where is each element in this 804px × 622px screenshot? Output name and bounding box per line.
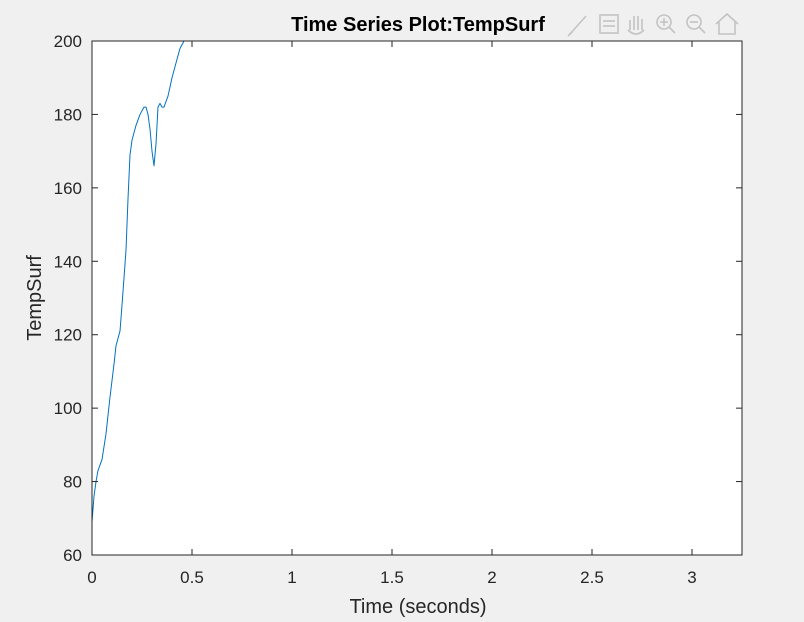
plot-area[interactable] <box>92 41 742 555</box>
x-tick-label: 3 <box>687 568 696 587</box>
y-tick-label: 180 <box>54 105 82 124</box>
brush-icon[interactable] <box>567 15 587 37</box>
x-axis-label: Time (seconds) <box>349 596 486 618</box>
y-axis-label: TempSurf <box>24 255 46 341</box>
chart-title: Time Series Plot:TempSurf <box>291 14 545 36</box>
x-tick-label: 0.5 <box>180 568 204 587</box>
axes-box <box>91 40 743 556</box>
y-tick-label: 160 <box>54 179 82 198</box>
zoom-in-icon[interactable] <box>656 14 676 34</box>
y-tick-label: 80 <box>63 473 82 492</box>
y-tick-label: 140 <box>54 252 82 271</box>
y-axis: 60 80 100 120 140 160 180 200 <box>54 32 742 565</box>
x-tick-label: 0 <box>87 568 96 587</box>
x-tick-label: 2 <box>487 568 496 587</box>
pan-hand-icon[interactable] <box>627 16 645 35</box>
datatip-icon[interactable] <box>599 14 619 34</box>
y-tick-label: 60 <box>63 546 82 565</box>
zoom-out-icon[interactable] <box>686 14 706 34</box>
y-tick-label: 200 <box>54 32 82 51</box>
y-tick-label: 120 <box>54 326 82 345</box>
x-tick-label: 1.5 <box>380 568 404 587</box>
x-axis: 0 0.5 1 1.5 2 2.5 3 <box>87 41 697 587</box>
axes-toolbar[interactable] <box>567 12 739 37</box>
home-icon[interactable] <box>715 12 739 35</box>
y-tick-label: 100 <box>54 399 82 418</box>
x-tick-label: 2.5 <box>580 568 604 587</box>
x-tick-label: 1 <box>287 568 296 587</box>
